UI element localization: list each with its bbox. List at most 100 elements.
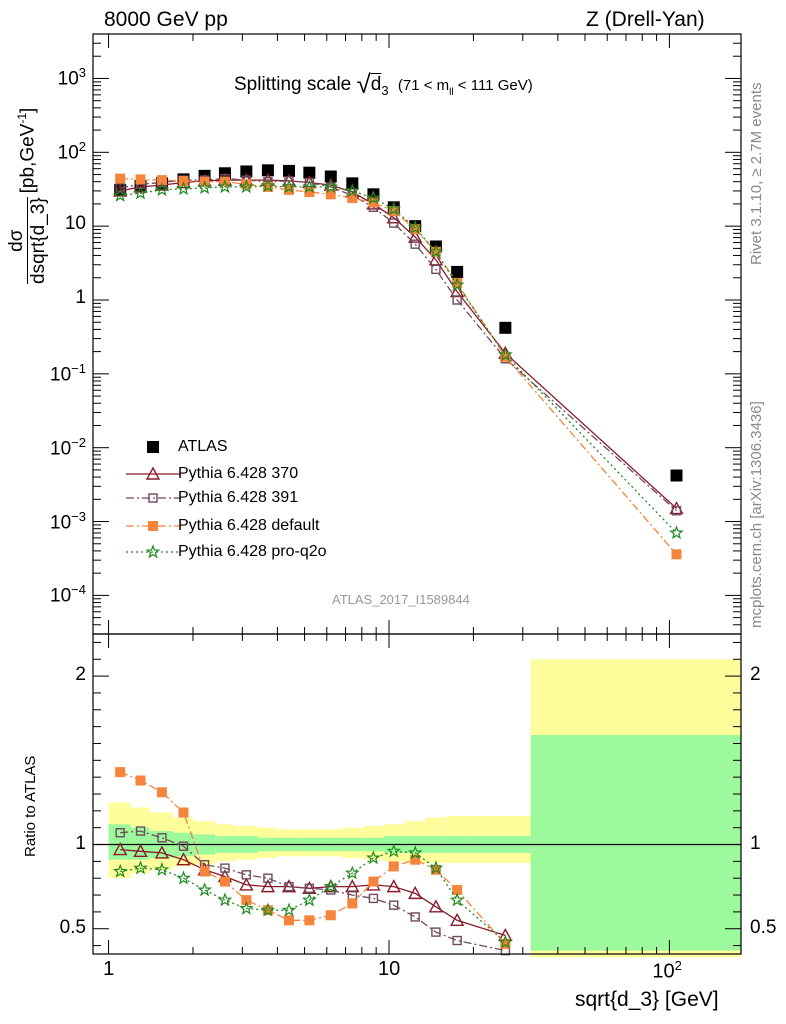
- ratio-series-3-point-8: [281, 902, 297, 917]
- band-inner-18: [530, 735, 741, 951]
- series-4-point-15: [428, 244, 444, 258]
- ratio-series-3-point-11: [344, 865, 360, 880]
- series-3-point-2: [156, 175, 167, 186]
- ratio-series-3-point-6: [239, 900, 254, 915]
- series-4-point-14: [407, 220, 423, 235]
- series-2-point-18: [671, 506, 682, 516]
- main-y-tick-label-4: 1: [75, 287, 86, 308]
- series-0-point-8: [283, 164, 296, 177]
- series-4-point-3: [176, 181, 191, 196]
- ratio-series-1-point-14: [410, 912, 420, 922]
- series-0-point-10: [324, 170, 337, 183]
- legend-marker-0: [147, 441, 159, 453]
- ratio-series-2-point-0: [115, 767, 126, 778]
- energy-label: 8000 GeV pp: [104, 8, 228, 31]
- series-1-point-0: [112, 183, 128, 197]
- ratio-series-2-point-10: [325, 910, 336, 921]
- ratio-series-0-point-16: [449, 912, 465, 927]
- series-4-point-6: [239, 179, 254, 194]
- ratio-series-2-point-3: [178, 807, 189, 818]
- ratio-series-1-point-13: [389, 900, 399, 910]
- ratio-series-1-point-6: [241, 870, 252, 880]
- series-4-point-17: [498, 347, 513, 362]
- series-3-point-1: [135, 174, 146, 185]
- ratio-series-0-point-3: [176, 852, 191, 866]
- series-3-point-3: [178, 175, 189, 186]
- x-tick-label-2: 102: [652, 958, 682, 983]
- series-3-point-18: [671, 549, 682, 560]
- main-y-tick-label-6: 102: [57, 139, 86, 164]
- series-3-point-6: [241, 179, 252, 190]
- ratio-series-2-point-9: [304, 915, 315, 926]
- series-4-point-9: [301, 179, 317, 194]
- ylabel-unit: [pb,GeV: [17, 123, 39, 194]
- legend-label-pro-q2o: Pythia 6.428 pro-q2o: [178, 543, 327, 560]
- title-range-left: (71 < m: [397, 77, 450, 94]
- series-3-point-0: [115, 173, 126, 184]
- ratio-series-1-point-8: [284, 881, 294, 892]
- ratio-series-2-point-17: [500, 938, 511, 949]
- ratio-series-3-point-10: [323, 878, 339, 893]
- ratio-series-2-point-13: [388, 861, 399, 872]
- ratio-series-3-point-4: [197, 882, 212, 897]
- series-2-line: [120, 177, 677, 512]
- ratio-series-3-point-2: [154, 862, 170, 876]
- main-y-tick-label-1: 10−3: [50, 508, 86, 533]
- ratio-series-2-point-2: [156, 787, 167, 798]
- ratio-series-1-point-0: [115, 828, 125, 838]
- ratio-series-3-point-9: [301, 892, 317, 907]
- main-y-tick-label-7: 103: [57, 65, 86, 90]
- analysis-watermark: ATLAS_2017_I1589844: [332, 592, 470, 607]
- ratio-series-1-point-16: [452, 935, 462, 946]
- series-1-point-14: [408, 229, 423, 243]
- title-sqrt-symbol: √: [356, 69, 371, 99]
- ratio-series-1-point-1: [135, 826, 146, 836]
- ratio-series-2-point-11: [347, 898, 358, 909]
- ratio-series-0-point-0: [112, 842, 128, 856]
- series-2-point-16: [452, 295, 462, 305]
- ratio-series-1-point-7: [263, 873, 273, 883]
- ratio-series-3-point-1: [133, 860, 148, 875]
- main-y-tick-label-0: 10−4: [50, 582, 86, 607]
- series-4-point-11: [344, 183, 360, 198]
- legend-marker-2: [148, 493, 158, 503]
- ratio-series-0-point-7: [260, 879, 276, 893]
- ratio-y-tick-label-2: 2: [75, 664, 86, 686]
- ratio-series-1-point-3: [178, 841, 189, 851]
- ratio-series-3-point-3: [176, 870, 191, 885]
- ratio-series-1-point-5: [220, 863, 230, 873]
- series-3-point-15: [430, 246, 441, 257]
- ratio-series-0-line: [120, 848, 506, 937]
- series-1-point-1: [133, 179, 148, 193]
- series-4-point-13: [386, 201, 402, 216]
- title-range-sub: ll: [449, 86, 454, 98]
- series-3-point-11: [347, 193, 358, 204]
- ratio-series-3-point-5: [217, 892, 233, 907]
- ratio-series-1-point-9: [304, 883, 315, 894]
- mcplots-label: mcplots.cern.ch [arXiv:1306.3436]: [748, 401, 765, 628]
- legend-label-default: Pythia 6.428 default: [178, 517, 320, 534]
- legend-label-370: Pythia 6.428 370: [178, 465, 299, 482]
- series-4-point-2: [154, 182, 170, 197]
- ratio-series-2-point-14: [410, 854, 421, 865]
- series-4-point-4: [197, 180, 212, 195]
- ylabel-unit-sup: -1: [15, 112, 30, 124]
- series-0-point-17: [499, 321, 512, 334]
- ratio-series-3-point-7: [260, 902, 276, 917]
- ratio-y-tick-label-0: 0.5: [59, 916, 86, 938]
- plot-title: Splitting scale √d3 (71 < mll < 111 GeV): [234, 66, 533, 99]
- legend-entry-atlas: ATLAS: [126, 436, 228, 458]
- legend-entry-391: Pythia 6.428 391: [126, 487, 298, 509]
- ratio-series-1-point-15: [431, 927, 441, 937]
- series-1-line: [120, 179, 677, 509]
- ratio-series-0-point-1: [133, 843, 148, 857]
- series-3-point-12: [368, 197, 379, 208]
- ratio-series-2-point-15: [430, 864, 441, 875]
- series-0-point-6: [240, 165, 253, 178]
- series-0-point-9: [303, 166, 316, 179]
- ratio-y-tick-label-right-2: 2: [750, 664, 761, 686]
- x-axis-label: sqrt{d_3} [GeV]: [575, 988, 719, 1011]
- series-0-point-7: [261, 164, 274, 177]
- ratio-series-3-point-16: [449, 892, 465, 907]
